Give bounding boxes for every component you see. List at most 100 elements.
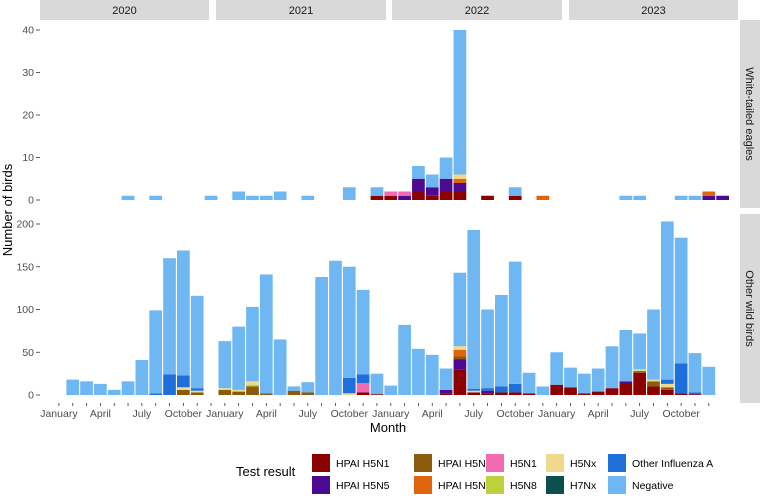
bar-segment-h5nx [177,387,190,390]
year-strip-label-2021: 2021 [289,5,313,17]
legend-label-h5n1: HPAI H5N1 [336,458,390,470]
bar-segment-h5n1 [370,394,384,395]
bar-segment-h5nx [453,174,467,179]
legend-label-h5n5: HPAI H5N5 [336,480,390,492]
x-tick-label: July [630,408,649,420]
bar-segment-h5n1 [674,393,688,395]
x-tick-label: July [464,408,483,420]
bar-segment-h5nx [342,393,356,395]
bar-segment-neg [315,277,328,395]
bar-segment-h5n1 [522,393,536,395]
legend-swatch-h5nx [546,454,564,472]
bar-segment-neg [204,195,218,200]
bar-segment-neg [121,381,135,395]
bar-segment-other [495,386,508,393]
bar-segment-other [467,389,481,391]
bar-segment-h5n1 [605,388,619,395]
bar-segment-h5n8 [301,392,315,395]
bar-segment-neg [232,191,246,200]
bar-segment-neg [190,295,204,389]
bar-segment-h5n1 [453,191,467,200]
bar-segment-h5nx [246,381,259,385]
bar-segment-neg [619,195,633,200]
bar-segment-other [190,388,204,391]
bar-segment-h5nx [190,390,204,393]
legend-label-hpai_h5nx: HPAI H5Nx [438,480,492,492]
bar-segment-h5n1 [384,195,398,200]
year-strip-bg-2022 [392,0,562,20]
bar-segment-h5nx [647,379,660,382]
bar-segment-neg [425,354,439,395]
legend-swatch-h5n8 [414,454,432,472]
bar-segment-h5n1 [550,384,564,395]
y-tick-label: 20 [22,110,34,122]
x-tick-label: October [662,408,700,420]
bar-segment-h5n8 [177,389,190,395]
bar-segment-hpai_h5nx [702,191,716,196]
bar-segment-neg [356,289,370,375]
bar-segment-h5nx [467,390,481,393]
bar-segment-neg [218,341,232,389]
bar-segment-h5nx [232,389,246,392]
bar-segment-neg [453,30,467,175]
bar-segment-neg [398,324,411,395]
bar-segment-lp_h5n1 [398,191,411,196]
x-tick-label: April [422,408,443,420]
bar-segment-h5n5 [453,359,467,370]
bar-segment-h5n1 [481,393,494,395]
bar-segment-neg [674,237,688,364]
bar-segment-hpai_h5nx [453,178,467,183]
bar-segment-h5n5 [425,187,439,196]
bar-segment-other [688,392,702,395]
bar-segment-other [149,393,163,395]
legend-label-other: Other Influenza A [632,458,713,470]
x-axis-title: Month [370,420,406,435]
y-tick-label: 0 [28,390,34,402]
bar-segment-h5n8 [190,392,204,395]
legend: Test result HPAI H5N1 HPAI H5N5 HPAI H5N8 H… [236,454,713,494]
bar-segment-h5nx [453,346,467,350]
x-tick-label: January [538,408,576,420]
bar-segment-h5n5 [702,195,716,200]
legend-swatch-lp_h5n8 [486,476,504,494]
y-tick-label: 50 [22,347,34,359]
bar-segment-neg [439,157,453,179]
x-tick-label: October [497,408,535,420]
legend-swatch-h5n1 [312,454,330,472]
y-tick-label: 200 [16,219,34,231]
x-tick-label: January [206,408,244,420]
bar-segment-h5n1 [439,191,453,200]
bar-segment-neg [342,187,356,200]
species-strip-bg-0 [740,20,760,208]
bar-segment-h5n8 [287,390,301,395]
bar-segment-lp_h5n1 [384,191,398,196]
bar-segment-neg [370,373,384,395]
x-tick-label: July [298,408,317,420]
y-axis-title: Number of birds [0,163,15,256]
bar-segment-neg [342,266,356,378]
species-facet-strips: White-tailed eagles Other wild birds [740,20,760,403]
bar-segment-neg [536,386,550,395]
bar-segment-h5n1 [356,392,370,395]
bar-segment-h5n5 [439,389,453,394]
panel-white-tailed-eagles: 0 10 20 30 40 [22,20,736,208]
year-strip-bg-2020 [40,0,209,20]
bar-segment-neg [259,274,273,394]
y-tick-label: 30 [22,67,34,79]
legend-label-neg: Negative [632,480,674,492]
bar-segment-neg [80,381,93,395]
bar-segment-h5n8 [660,387,674,390]
bar-segment-h5n1 [467,392,481,395]
bar-segment-neg [259,195,273,200]
bar-segment-other [356,374,370,384]
bar-segment-neg [481,309,494,389]
year-strip-bg-2023 [569,0,738,20]
bar-segment-neg [287,386,301,391]
bar-segment-neg [660,221,674,380]
bar-segment-neg [177,250,190,376]
bar-segment-other [508,383,522,393]
bar-segment-h5n1 [647,386,660,395]
y-tick-label: 100 [16,304,34,316]
bar-segment-h5n5 [398,195,411,200]
bar-segment-h5n1 [577,393,591,395]
